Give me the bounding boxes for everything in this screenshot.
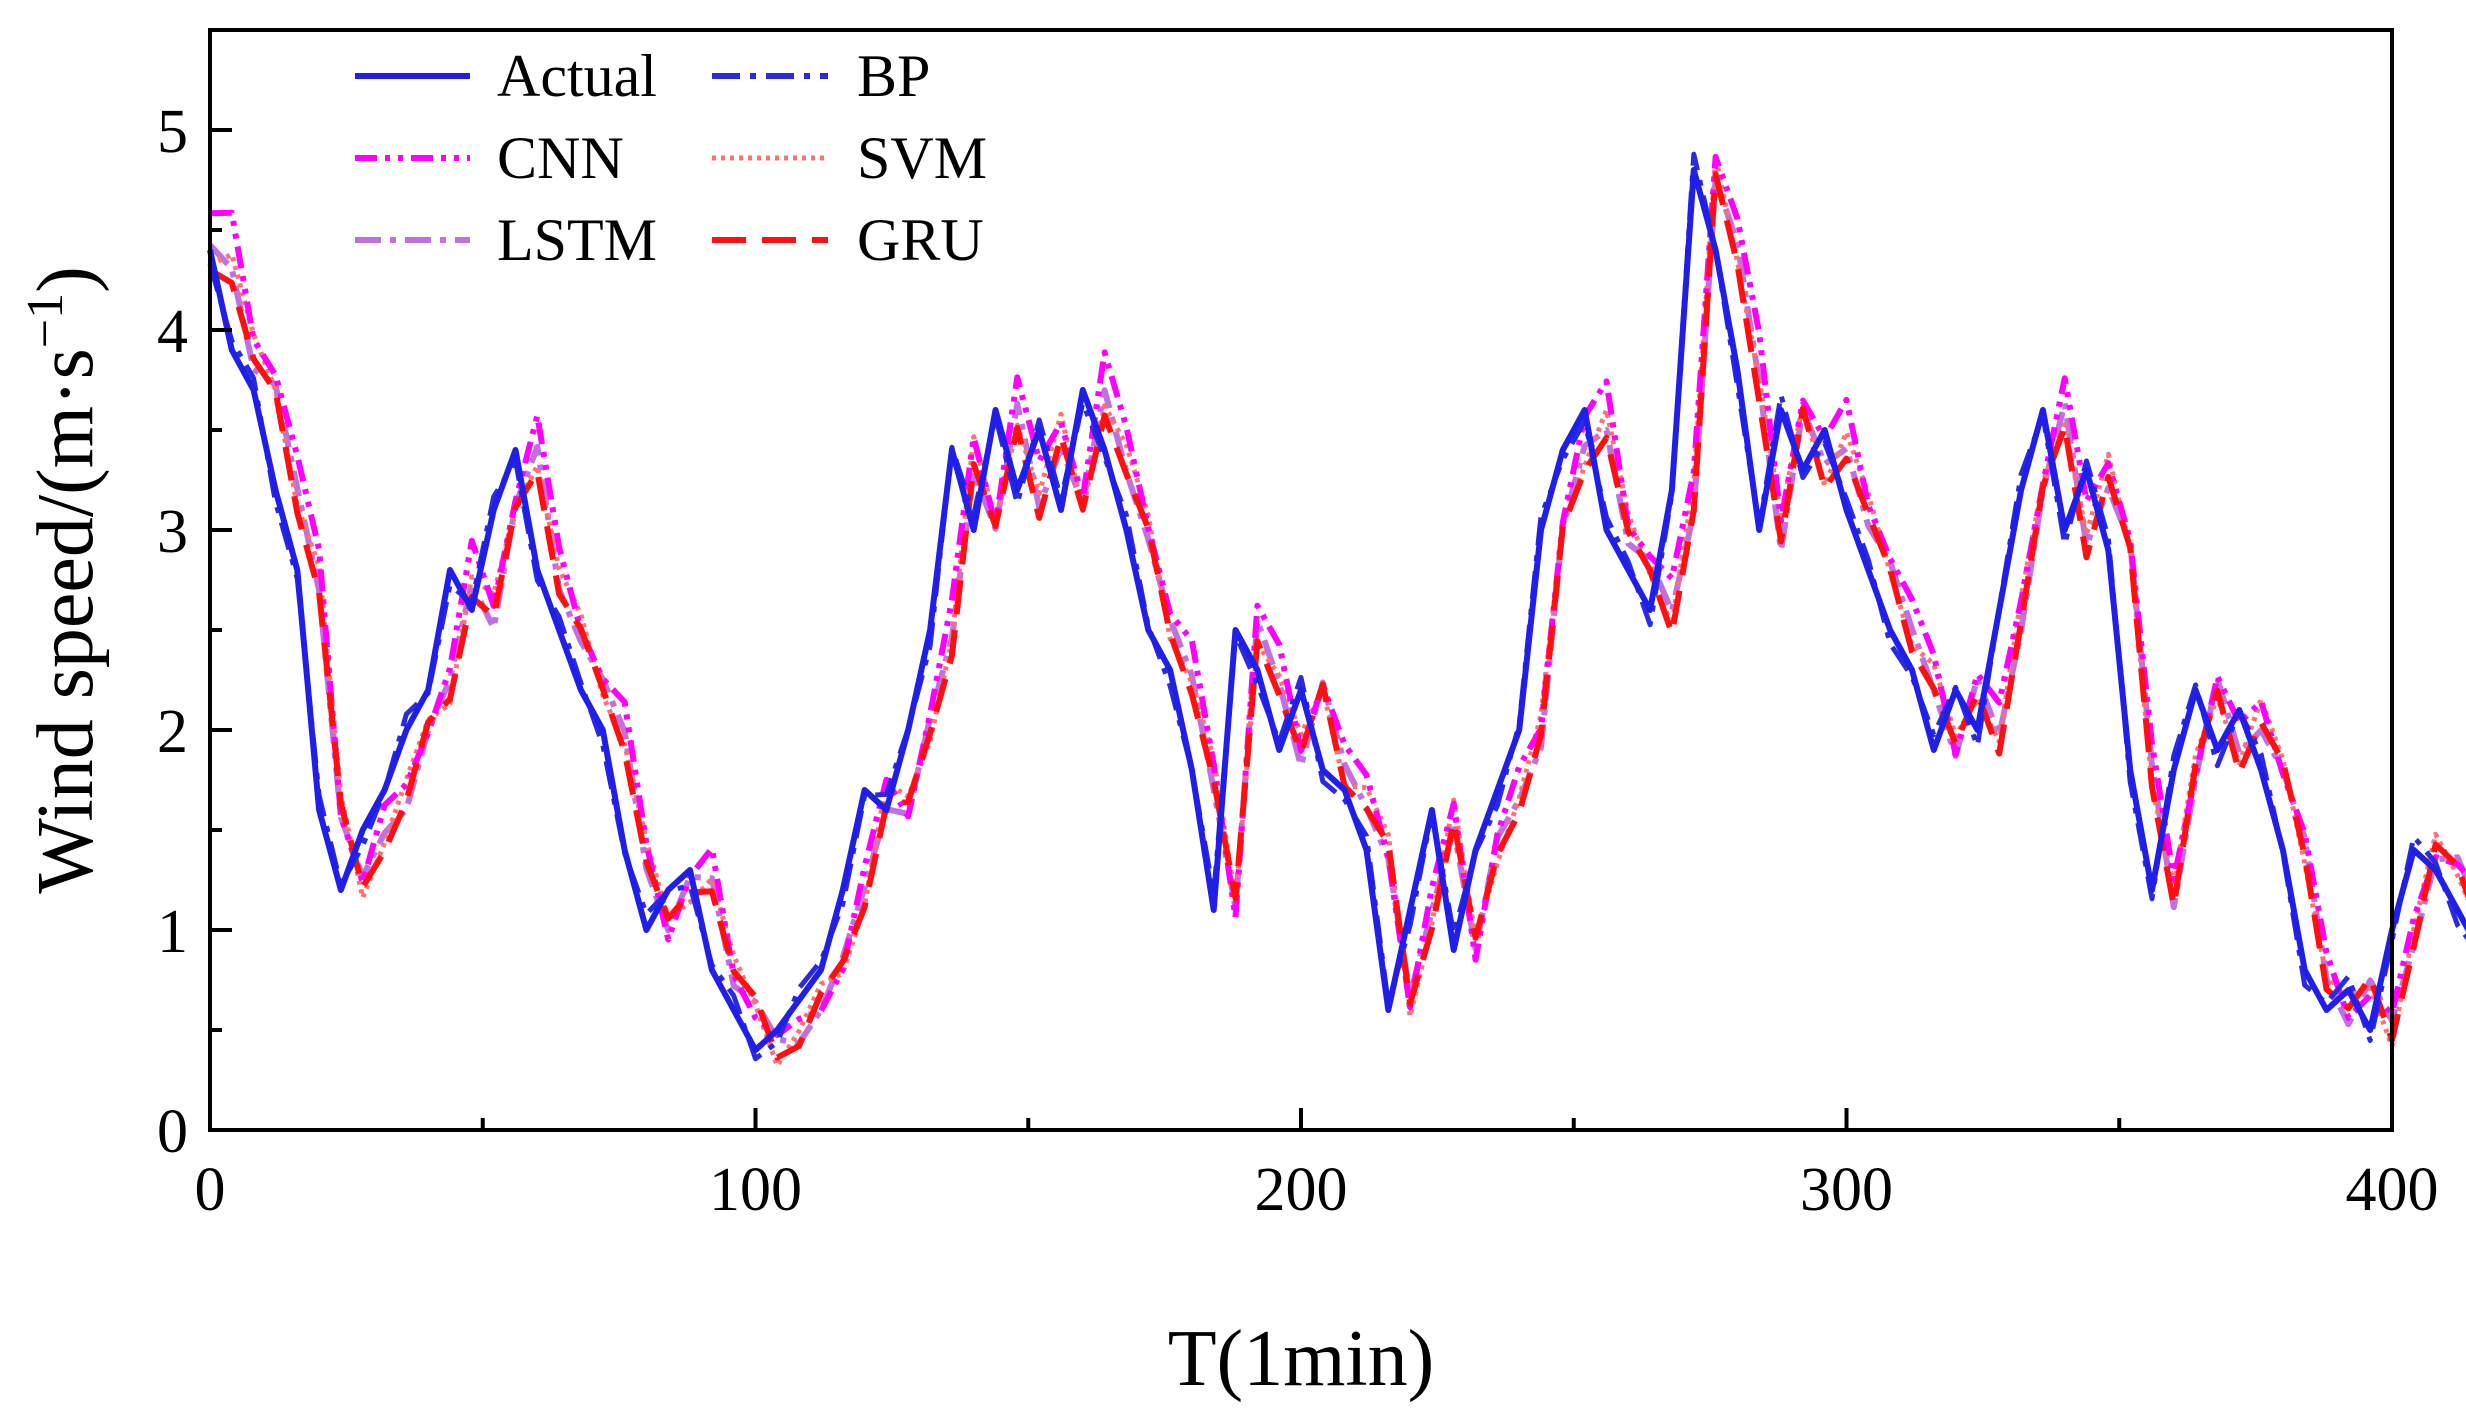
y-tick-label: 4 — [157, 298, 188, 366]
x-tick-label: 300 — [1800, 1156, 1893, 1224]
y-tick-label: 0 — [157, 1098, 188, 1166]
legend-label-svm: SVM — [857, 125, 987, 191]
y-axis-title: Wind speed/(m·s−1) — [17, 266, 110, 894]
y-axis-title-superscript: −1 — [17, 293, 74, 348]
plot-frame — [208, 28, 2394, 1132]
legend: Actual BP CNN SVM LSTM GRU — [355, 43, 987, 273]
y-tick-label: 5 — [157, 98, 188, 166]
legend-label-actual: Actual — [497, 43, 657, 109]
series-cnn — [209, 153, 2466, 1038]
series-actual — [207, 167, 2466, 1053]
x-axis-title: T(1min) — [1168, 1315, 1435, 1403]
y-tick-label: 3 — [157, 498, 188, 566]
legend-label-cnn: CNN — [497, 125, 624, 191]
legend-label-lstm: LSTM — [497, 207, 657, 273]
y-axis-title-main: Wind speed/(m·s — [22, 348, 110, 894]
series-layer — [207, 151, 2466, 1069]
x-tick-label: 400 — [2346, 1156, 2439, 1224]
y-tick-label: 2 — [157, 698, 188, 766]
x-tick-label: 200 — [1255, 1156, 1348, 1224]
y-tick-label: 1 — [157, 898, 188, 966]
series-gru — [208, 171, 2466, 1061]
x-tick-label: 100 — [709, 1156, 802, 1224]
ticks-layer: 0 100 200 300 400 0 1 2 3 4 5 — [157, 98, 2439, 1224]
y-axis-title-close: ) — [22, 266, 110, 293]
legend-label-gru: GRU — [857, 207, 984, 273]
legend-label-bp: BP — [857, 43, 930, 109]
x-tick-label: 0 — [195, 1156, 226, 1224]
